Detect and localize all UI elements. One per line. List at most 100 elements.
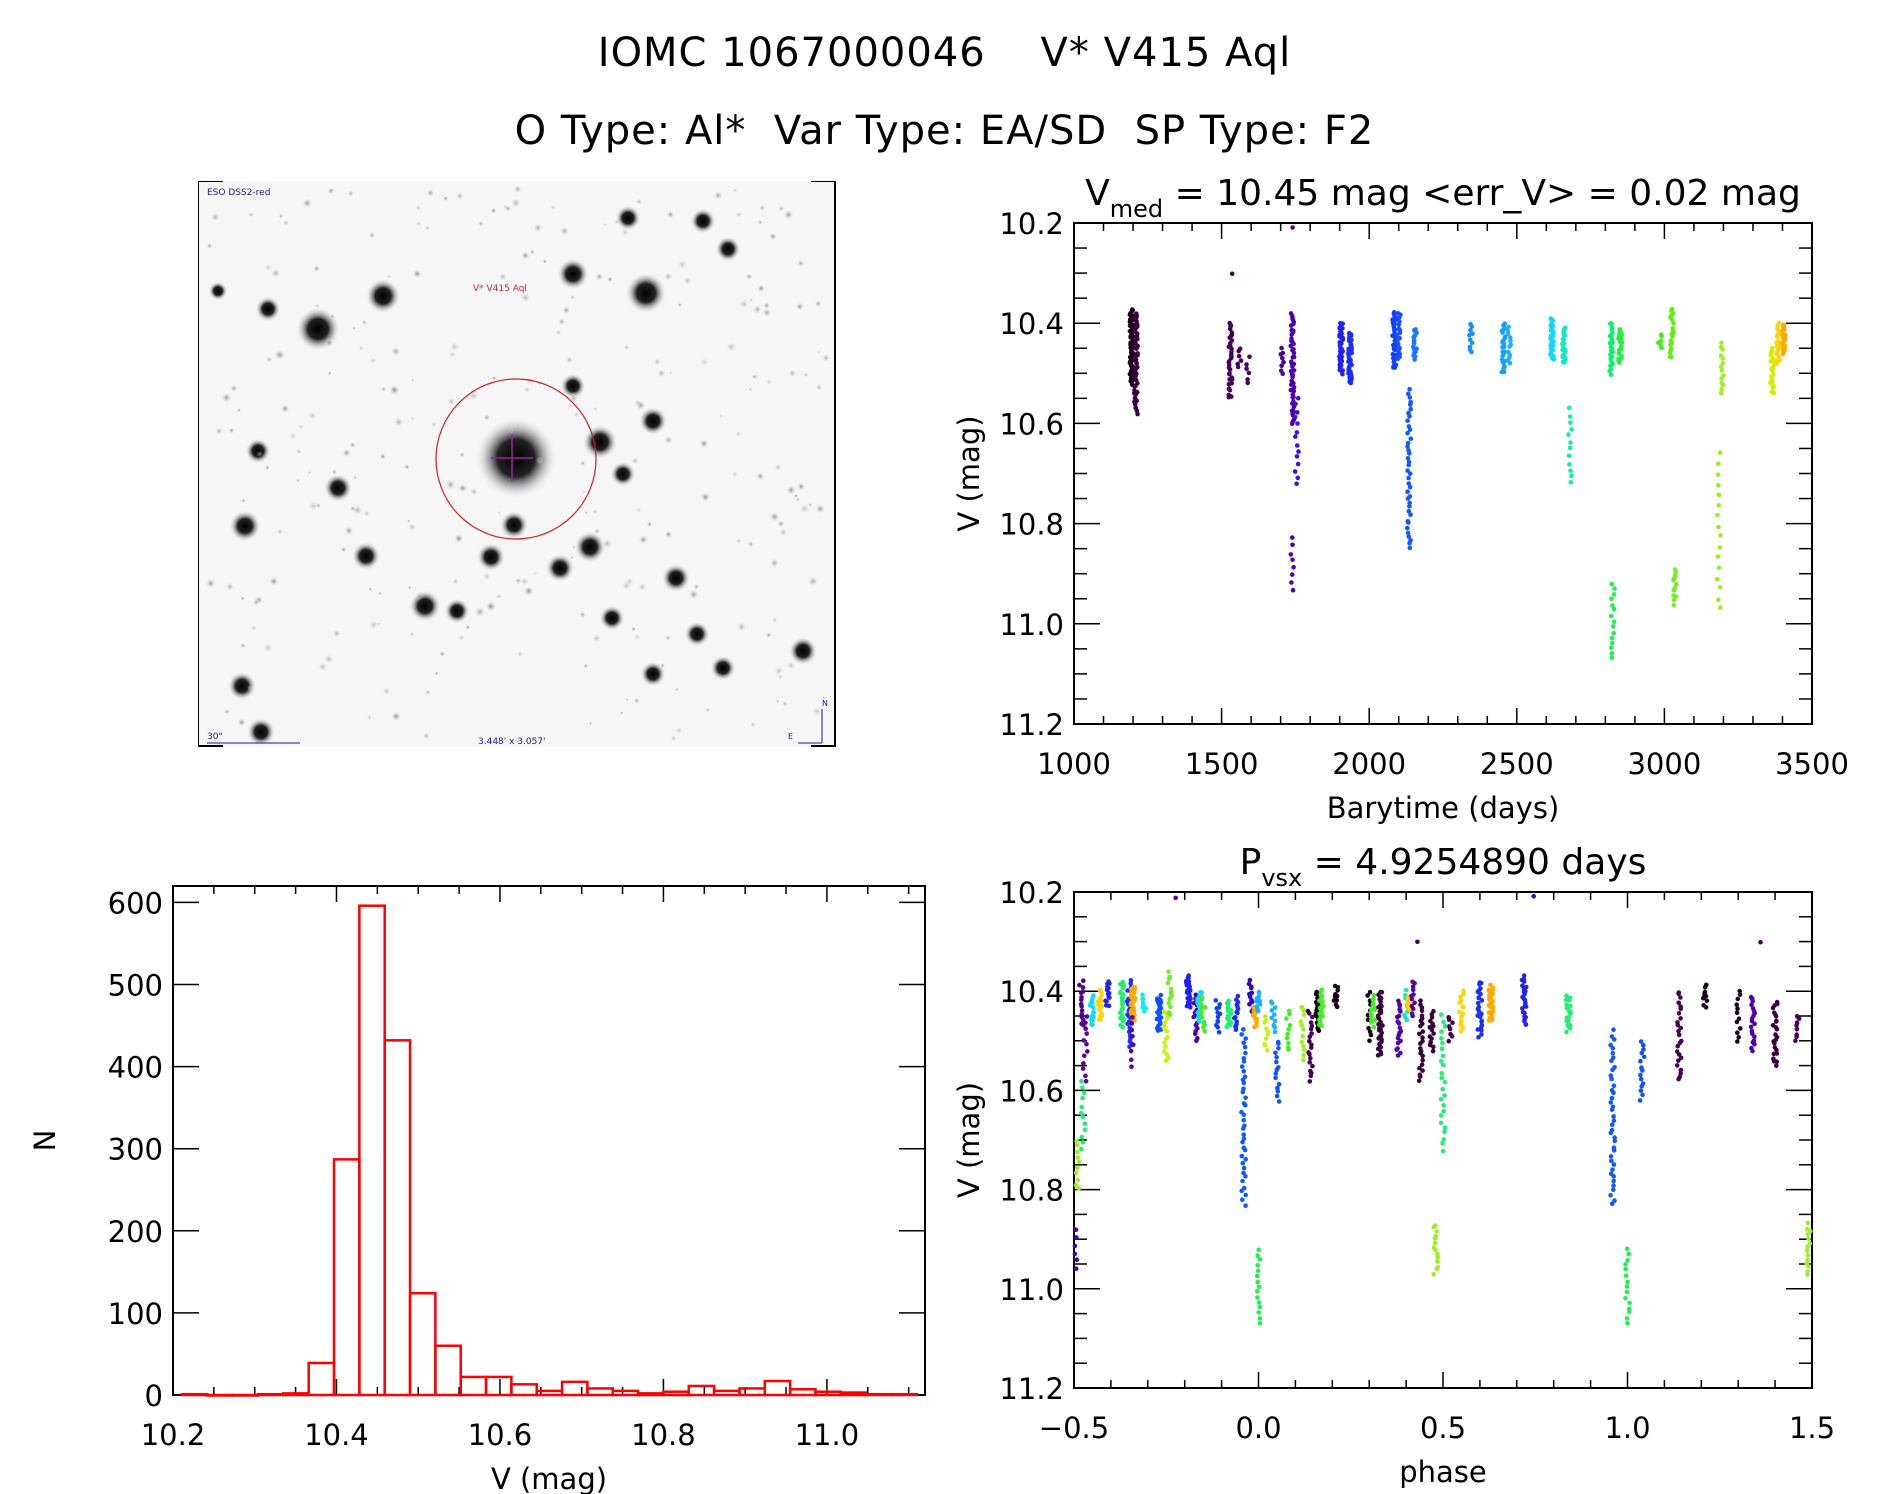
data-point bbox=[1771, 390, 1777, 396]
faint-star bbox=[734, 430, 742, 438]
data-point bbox=[1611, 1187, 1616, 1193]
faint-star bbox=[687, 588, 700, 601]
star bbox=[245, 438, 271, 464]
data-point bbox=[1256, 1310, 1262, 1315]
data-point bbox=[1240, 1139, 1245, 1145]
data-point bbox=[1293, 401, 1298, 407]
data-point bbox=[1081, 1090, 1087, 1095]
data-point bbox=[1656, 340, 1661, 346]
faint-star bbox=[412, 268, 423, 279]
data-point bbox=[1083, 1078, 1089, 1084]
compass-east-label: E bbox=[788, 732, 793, 741]
data-point bbox=[1609, 1158, 1614, 1164]
data-point bbox=[1508, 338, 1513, 344]
faint-star bbox=[516, 650, 524, 658]
data-point bbox=[1479, 998, 1485, 1003]
data-point bbox=[1244, 362, 1249, 367]
data-point bbox=[1611, 592, 1617, 597]
data-point bbox=[1548, 335, 1553, 341]
data-point bbox=[1243, 1102, 1248, 1108]
data-point bbox=[1168, 1004, 1173, 1010]
y-axis-label: V (mag) bbox=[952, 1082, 986, 1198]
faint-star bbox=[773, 665, 784, 676]
faint-star bbox=[601, 537, 613, 550]
data-point bbox=[1417, 1031, 1422, 1037]
data-point bbox=[1675, 1043, 1680, 1049]
data-point bbox=[1500, 344, 1505, 350]
target-label: V* V415 Aql bbox=[473, 284, 527, 294]
faint-star bbox=[699, 357, 710, 367]
data-point bbox=[1295, 475, 1301, 481]
data-point bbox=[1296, 449, 1301, 454]
data-point bbox=[1371, 993, 1377, 998]
title-subscript: vsx bbox=[1261, 864, 1302, 892]
histogram-bar bbox=[180, 1392, 209, 1397]
faint-star bbox=[525, 376, 534, 385]
faint-star bbox=[782, 209, 795, 221]
data-point bbox=[1235, 1010, 1240, 1016]
faint-star bbox=[732, 187, 738, 193]
data-point bbox=[1609, 1095, 1615, 1101]
faint-star bbox=[519, 576, 530, 587]
faint-star bbox=[713, 190, 724, 201]
data-point bbox=[1256, 1247, 1261, 1253]
data-point bbox=[1468, 328, 1473, 333]
data-point bbox=[1611, 1027, 1616, 1032]
data-point bbox=[1734, 1010, 1740, 1016]
data-point bbox=[1434, 1229, 1440, 1234]
x-tick-label: 1500 bbox=[1185, 747, 1259, 781]
compass: N E bbox=[788, 699, 828, 744]
data-point bbox=[1241, 1132, 1246, 1137]
compass-north-label: N bbox=[822, 699, 828, 708]
data-point bbox=[1566, 998, 1572, 1003]
faint-star bbox=[206, 242, 214, 250]
data-point bbox=[1407, 471, 1413, 476]
data-point bbox=[1441, 1019, 1446, 1025]
data-point bbox=[1609, 1076, 1614, 1082]
star bbox=[615, 205, 641, 231]
data-point bbox=[1719, 367, 1725, 373]
data-point bbox=[1080, 1095, 1085, 1101]
data-point bbox=[1488, 982, 1493, 988]
faint-star bbox=[646, 520, 653, 528]
faint-star bbox=[268, 575, 280, 587]
faint-star bbox=[785, 484, 797, 496]
data-point bbox=[1106, 994, 1111, 1000]
data-point bbox=[1438, 1058, 1444, 1064]
data-point bbox=[1551, 329, 1556, 335]
chart-lightcurve: 1000 1500 2000 2500 3000 3500 10.2 10.4 10.6 10.8… bbox=[952, 173, 1849, 825]
data-point bbox=[1609, 596, 1614, 601]
faint-star bbox=[322, 653, 335, 666]
data-point bbox=[1678, 1071, 1683, 1076]
data-point bbox=[1478, 991, 1483, 997]
data-point bbox=[1307, 1039, 1312, 1044]
data-point bbox=[1130, 1033, 1135, 1039]
data-point bbox=[1440, 1053, 1446, 1059]
x-tick-label: 10.2 bbox=[141, 1418, 206, 1452]
data-point bbox=[1252, 1024, 1257, 1030]
data-point bbox=[1608, 1042, 1613, 1048]
data-point bbox=[1164, 1015, 1170, 1021]
faint-star bbox=[360, 319, 368, 326]
data-point bbox=[1279, 345, 1284, 351]
data-point bbox=[1417, 1065, 1422, 1071]
data-point bbox=[1307, 1079, 1313, 1084]
data-point bbox=[1224, 1024, 1230, 1030]
data-point bbox=[1431, 1224, 1436, 1230]
y-tick-label: 500 bbox=[108, 969, 163, 1003]
faint-star bbox=[448, 341, 461, 353]
data-point bbox=[1738, 1026, 1743, 1031]
data-point bbox=[1247, 977, 1253, 983]
data-point bbox=[1407, 395, 1413, 400]
faint-star bbox=[674, 687, 680, 692]
data-point bbox=[1392, 347, 1398, 353]
data-point bbox=[1678, 1016, 1683, 1021]
data-point bbox=[1439, 1029, 1444, 1034]
data-point bbox=[1163, 1044, 1168, 1050]
histogram-bar bbox=[890, 1392, 919, 1397]
data-point bbox=[1228, 1022, 1233, 1028]
data-point bbox=[1700, 995, 1706, 1001]
title-main: V bbox=[1085, 173, 1110, 214]
data-point bbox=[1429, 1036, 1434, 1041]
data-point bbox=[1290, 557, 1295, 563]
